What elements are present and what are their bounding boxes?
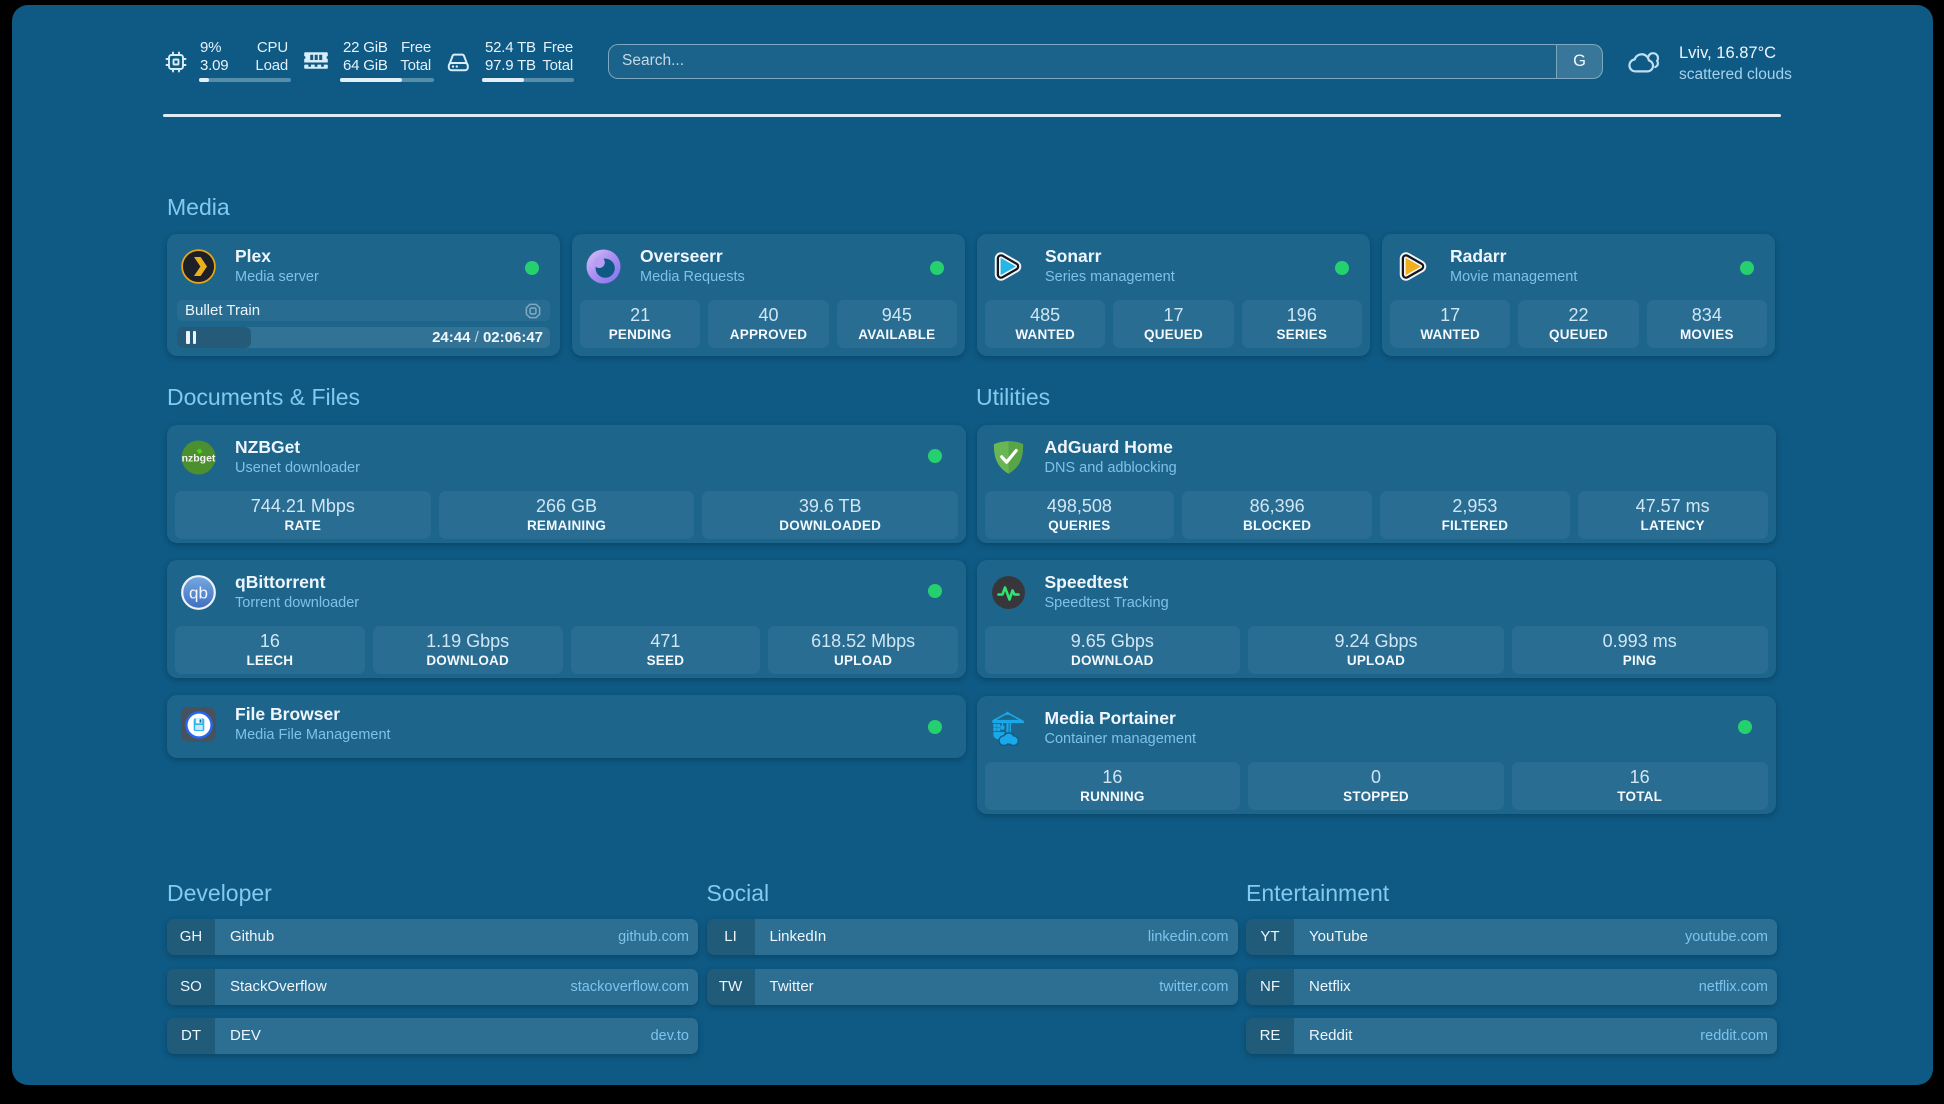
svg-text:nzbget: nzbget [182, 453, 216, 465]
svg-text:qb: qb [189, 584, 208, 603]
